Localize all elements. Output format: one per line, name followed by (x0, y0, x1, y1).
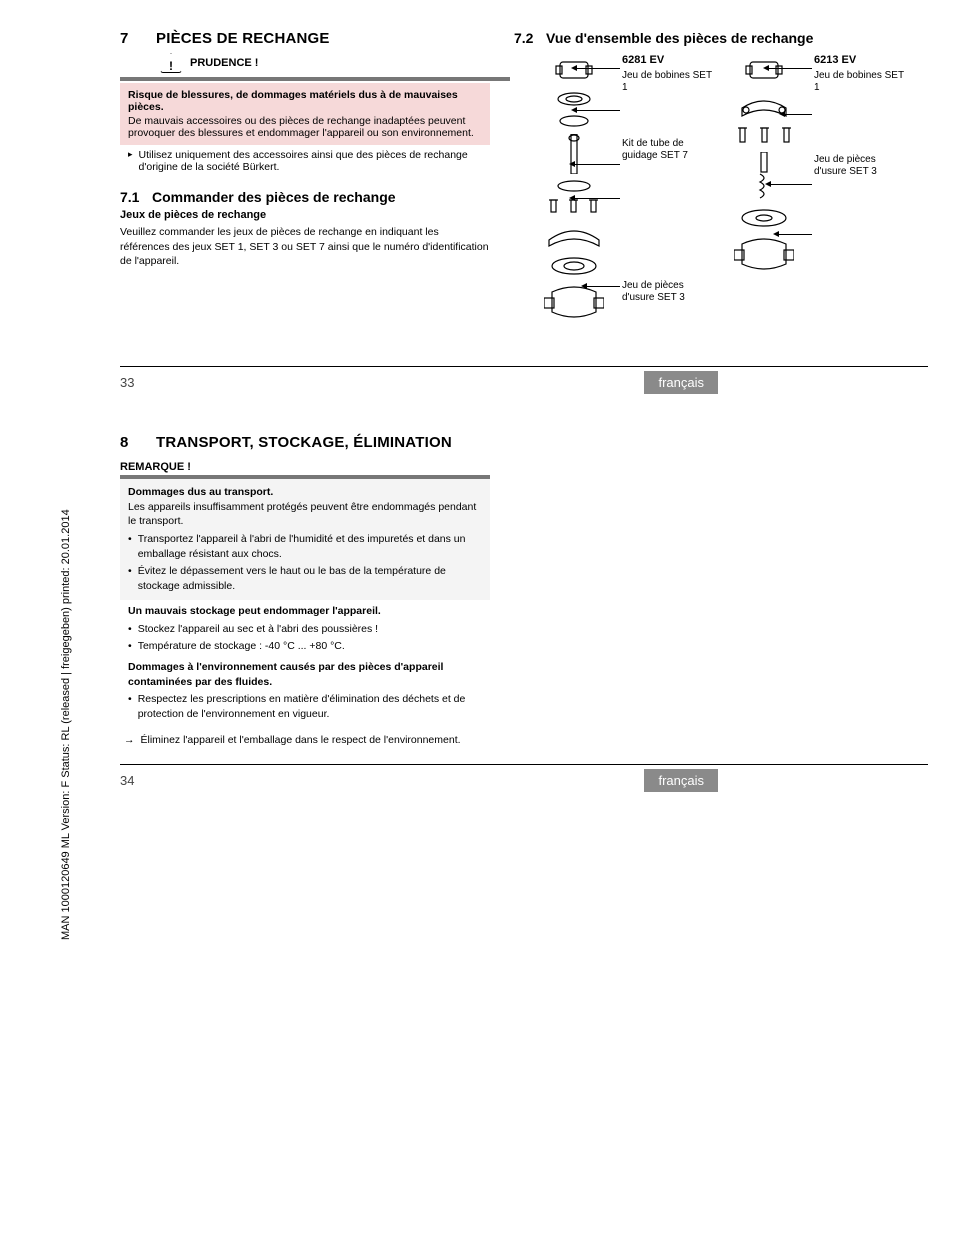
remarque-label: REMARQUE ! (120, 461, 490, 473)
note-bold: Dommages à l'environnement causés par de… (128, 660, 482, 689)
section-number: 8 (120, 434, 138, 451)
section-text: TRANSPORT, STOCKAGE, ÉLIMINATION (156, 434, 452, 451)
sub71-bold: Jeux de pièces de rechange (120, 209, 490, 221)
doc-meta-sidebar: MAN 1000120649 ML Version: F Status: RL … (60, 509, 72, 940)
section-7-title: 7 PIÈCES DE RECHANGE (120, 30, 490, 47)
part-ring (554, 90, 594, 108)
leader-line (768, 68, 812, 69)
note-box-env: Dommages à l'environnement causés par de… (120, 656, 490, 724)
danger-bullet-text: Utilisez uniquement des accessoires ains… (139, 149, 490, 173)
label-tube: Kit de tube de guidage SET 7 (622, 138, 712, 162)
note-bold: Dommages dus au transport. (128, 485, 482, 500)
bullet-text: Respectez les prescriptions en matière d… (138, 692, 482, 721)
dot-icon (128, 532, 132, 561)
arrow-text: Éliminez l'appareil et l'emballage dans … (141, 734, 461, 746)
leader-line (574, 198, 620, 199)
note-box-stockage: Un mauvais stockage peut endommager l'ap… (120, 600, 490, 656)
dot-icon (128, 622, 132, 637)
left-column-34: 8 TRANSPORT, STOCKAGE, ÉLIMINATION REMAR… (120, 434, 490, 746)
dot-icon (128, 639, 132, 654)
leader-line (784, 114, 812, 115)
subsection-7-1-title: 7.1 Commander des pièces de rechange (120, 189, 490, 205)
danger-text: De mauvais accessoires ou des pièces de … (128, 115, 474, 139)
title-6213: 6213 EV (814, 54, 856, 66)
leader-line (574, 164, 620, 165)
diagram-title-6281: 6281 EV (622, 54, 712, 67)
arrow-icon (124, 734, 135, 746)
leader-line (576, 110, 620, 111)
leader-line (576, 68, 620, 69)
prudence-label: PRUDENCE ! (190, 57, 258, 69)
title-6281: 6281 EV (622, 54, 664, 66)
warning-icon (160, 53, 182, 73)
section-8-title: 8 TRANSPORT, STOCKAGE, ÉLIMINATION (120, 434, 490, 451)
bullet-text: Évitez le dépassement vers le haut ou le… (138, 564, 482, 593)
prudence-divider (120, 77, 510, 81)
left-column: 7 PIÈCES DE RECHANGE PRUDENCE ! Risque d… (120, 30, 490, 354)
part-body (544, 282, 604, 322)
bullet: Transportez l'appareil à l'abri de l'hum… (128, 532, 482, 561)
parts-diagram: 6281 EV Jeu de bobines SET 1 Kit de tube… (514, 54, 914, 354)
diagram-title-6213: 6213 EV (814, 54, 904, 67)
bullet: Température de stockage : -40 °C ... +80… (128, 639, 482, 654)
label-usure-right: Jeu de pièces d'usure SET 3 (814, 154, 904, 178)
danger-bold: Risque de blessures, de dommages matérie… (128, 89, 482, 113)
part-diaphragm (739, 208, 789, 228)
dot-icon (128, 564, 132, 593)
leader-line (778, 234, 812, 235)
subsection-text: Commander des pièces de rechange (152, 189, 396, 205)
page-33-footer: 33 français (120, 366, 928, 394)
section-number: 7 (120, 30, 138, 47)
section-text: PIÈCES DE RECHANGE (156, 30, 330, 47)
page-33-columns: 7 PIÈCES DE RECHANGE PRUDENCE ! Risque d… (120, 30, 930, 354)
page-content: 7 PIÈCES DE RECHANGE PRUDENCE ! Risque d… (120, 30, 930, 792)
danger-box: Risque de blessures, de dommages matérie… (120, 83, 490, 145)
page-number: 33 (120, 375, 134, 390)
part-washer (554, 114, 594, 128)
dot-icon (128, 692, 132, 721)
part-coil-top (554, 58, 594, 84)
part-stem-spring (757, 152, 771, 202)
bullet: Évitez le dépassement vers le haut ou le… (128, 564, 482, 593)
page-34-footer: 34 français (120, 764, 928, 792)
note-bold: Un mauvais stockage peut endommager l'ap… (128, 604, 482, 619)
bullet-text: Transportez l'appareil à l'abri de l'hum… (138, 532, 482, 561)
subsection-text: Vue d'ensemble des pièces de rechange (546, 30, 813, 46)
part-diaphragm (549, 256, 599, 276)
subsection-number: 7.2 (514, 30, 536, 46)
subsection-number: 7.1 (120, 189, 142, 205)
label-usure-left: Jeu de pièces d'usure SET 3 (622, 280, 712, 304)
sub71-text: Veuillez commander les jeux de pièces de… (120, 225, 490, 269)
language-badge: français (644, 769, 718, 792)
label-bobines-right: Jeu de bobines SET 1 (814, 70, 904, 94)
label-bobines-left: Jeu de bobines SET 1 (622, 70, 712, 94)
part-seal (554, 180, 594, 192)
part-cover (544, 220, 604, 250)
arrow-instruction: Éliminez l'appareil et l'emballage dans … (120, 734, 490, 746)
page-number: 34 (120, 773, 134, 788)
right-column: 7.2 Vue d'ensemble des pièces de rechang… (514, 30, 914, 354)
diagram-6281 (534, 58, 614, 322)
note-box-transport: Dommages dus au transport. Les appareils… (120, 479, 490, 600)
leader-line (586, 286, 620, 287)
subsection-7-2-title: 7.2 Vue d'ensemble des pièces de rechang… (514, 30, 914, 46)
triangle-bullet-icon: ▸ (128, 149, 133, 173)
prudence-header: PRUDENCE ! (160, 53, 490, 73)
part-coil-top (744, 58, 784, 84)
diagram-6213 (724, 58, 804, 274)
page-34: 8 TRANSPORT, STOCKAGE, ÉLIMINATION REMAR… (120, 434, 930, 792)
bullet-text: Stockez l'appareil au sec et à l'abri de… (138, 622, 378, 637)
leader-line (770, 184, 812, 185)
bullet-text: Température de stockage : -40 °C ... +80… (138, 639, 345, 654)
part-stem (568, 134, 580, 174)
part-body (734, 234, 794, 274)
bullet: Respectez les prescriptions en matière d… (128, 692, 482, 721)
danger-bullet: ▸ Utilisez uniquement des accessoires ai… (120, 149, 490, 173)
part-screws (734, 126, 794, 146)
bullet: Stockez l'appareil au sec et à l'abri de… (128, 622, 482, 637)
note-text: Les appareils insuffisamment protégés pe… (128, 501, 476, 528)
language-badge: français (644, 371, 718, 394)
